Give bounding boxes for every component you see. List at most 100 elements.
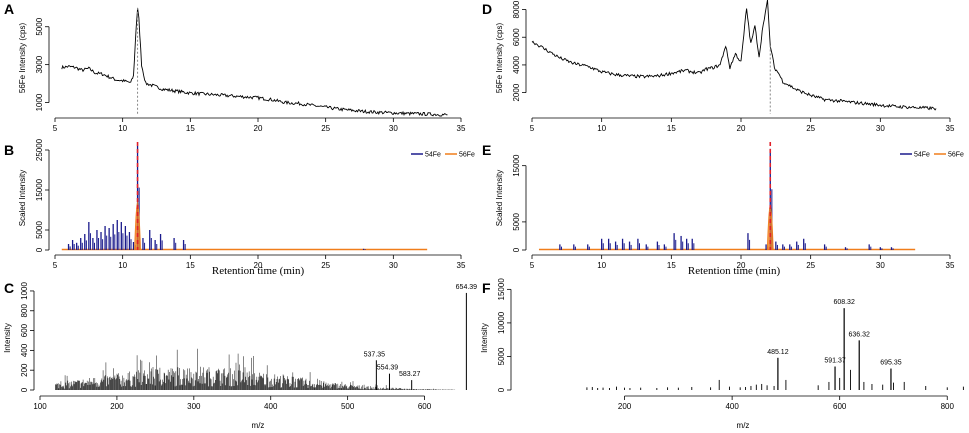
y-tick-label-d: 6000: [512, 28, 521, 46]
x-tick-label-e: 5: [530, 261, 535, 270]
x-tick-label-f: 800: [941, 402, 955, 411]
y-tick-label-f: 10000: [497, 311, 506, 334]
x-tick-label-d: 5: [530, 124, 535, 133]
y-tick-label-a: 3000: [35, 55, 44, 73]
y-tick-label-f: 15000: [497, 278, 506, 301]
peak-label-f: 485.12: [767, 349, 789, 356]
panel-label-e: E: [482, 142, 491, 158]
x-axis-title-c: m/z: [252, 421, 265, 430]
y-tick-label-e: 5000: [512, 212, 521, 230]
y-tick-label-c: 200: [20, 363, 29, 377]
x-tick-label-a: 35: [457, 124, 466, 133]
x-tick-label-c: 100: [33, 402, 47, 411]
x-tick-label-e: 30: [876, 261, 885, 270]
panel-label-a: A: [4, 1, 14, 17]
y-tick-label-d: 8000: [512, 0, 521, 18]
x-tick-label-a: 25: [321, 124, 330, 133]
x-tick-label-d: 15: [667, 124, 676, 133]
y-tick-label-a: 1000: [35, 93, 44, 111]
panel-label-d: D: [482, 1, 492, 17]
legend-label-56fe-e: 56Fe: [948, 152, 964, 159]
y-tick-label-d: 2000: [512, 83, 521, 101]
x-tick-label-d: 30: [876, 124, 885, 133]
x-tick-label-c: 200: [110, 402, 124, 411]
y-tick-label-c: 1000: [20, 282, 29, 300]
peak-label-f: 695.35: [880, 360, 902, 367]
peak-label-c: 537.35: [364, 351, 386, 358]
x-axis-title-f: m/z: [737, 421, 750, 430]
x-tick-label-e: 10: [597, 261, 606, 270]
spectrum-noise-c: [55, 348, 456, 390]
y-axis-title-d: 56Fe Intensity (cps): [495, 23, 504, 94]
x-axis-title-e: Retention time (min): [688, 265, 781, 277]
panel-a: 5 10 15 20 25 30 35 1000 3000 5000 56Fe Intensity …: [18, 7, 466, 133]
y-tick-label-f: 0: [497, 387, 506, 392]
y-tick-label-e: 0: [512, 247, 521, 252]
y-axis-title-f: Intensity: [480, 323, 489, 353]
x-tick-label-b: 5: [53, 261, 58, 270]
panel-f: 200 400 600 800 0 5000 10000 15000 Intensity 485.…: [480, 278, 964, 411]
y-tick-label-c: 0: [20, 387, 29, 392]
x-tick-label-d: 25: [806, 124, 815, 133]
peak-label-f: 608.32: [833, 299, 855, 306]
y-tick-label-d: 4000: [512, 55, 521, 73]
y-tick-label-b: 0: [35, 247, 44, 252]
legend-label-56fe-b: 56Fe: [459, 152, 475, 159]
x-tick-label-c: 400: [264, 402, 278, 411]
panel-label-b: B: [4, 142, 14, 158]
y-axis-title-c: Intensity: [3, 323, 12, 353]
intensity-trace-a: [61, 8, 448, 117]
x-tick-label-f: 400: [725, 402, 739, 411]
x-tick-label-f: 200: [618, 402, 632, 411]
panel-label-c: C: [4, 280, 14, 296]
y-axis-title-b: Scaled Intensity: [18, 170, 27, 226]
panel-c: 100 200 300 400 500 600 0 200 400 600 800 1000 Inten…: [3, 282, 477, 411]
y-tick-label-b: 25000: [35, 138, 44, 161]
x-tick-label-c: 500: [341, 402, 355, 411]
y-tick-label-c: 800: [20, 304, 29, 318]
x-tick-label-b: 35: [457, 261, 466, 270]
y-tick-label-c: 600: [20, 323, 29, 337]
y-tick-label-a: 5000: [35, 17, 44, 35]
peak-label-c: 583.27: [399, 371, 421, 378]
y-axis-title-a: 56Fe Intensity (cps): [18, 23, 27, 94]
x-tick-label-a: 15: [186, 124, 195, 133]
x-tick-label-b: 30: [389, 261, 398, 270]
legend-label-54fe-e: 54Fe: [914, 152, 930, 159]
y-axis-title-e: Scaled Intensity: [495, 170, 504, 226]
intensity-trace-d: [531, 0, 937, 111]
x-tick-label-f: 600: [833, 402, 847, 411]
panel-b: 5 10 15 20 25 30 35 0 5000 15000 25000 Scaled Inten…: [18, 138, 475, 270]
x-tick-label-e: 15: [667, 261, 676, 270]
peak-label-c: 654.39: [456, 284, 478, 291]
y-tick-label-f: 5000: [497, 347, 506, 365]
x-tick-label-c: 300: [187, 402, 201, 411]
x-axis-title-b: Retention time (min): [212, 265, 305, 277]
peak-label-f: 636.32: [849, 331, 871, 338]
y-tick-label-b: 5000: [35, 221, 44, 239]
x-tick-label-b: 10: [118, 261, 127, 270]
x-tick-label-b: 15: [186, 261, 195, 270]
y-tick-label-b: 15000: [35, 178, 44, 201]
panel-d: 5 10 15 20 25 30 35 2000 4000 6000 8000 56Fe Intens…: [495, 0, 955, 133]
x-tick-label-d: 10: [597, 124, 606, 133]
x-tick-label-a: 20: [254, 124, 263, 133]
x-tick-label-b: 25: [321, 261, 330, 270]
x-tick-label-a: 5: [53, 124, 58, 133]
x-tick-label-a: 30: [389, 124, 398, 133]
x-tick-label-a: 10: [118, 124, 127, 133]
x-tick-label-d: 35: [946, 124, 955, 133]
peak-label-f: 591.37: [824, 358, 846, 365]
panel-e: 5 10 15 20 25 30 35 0 5000 15000 Scaled Intensity 5…: [495, 142, 964, 270]
x-tick-label-e: 35: [946, 261, 955, 270]
legend-label-54fe-b: 54Fe: [425, 152, 441, 159]
y-tick-label-e: 15000: [512, 154, 521, 177]
panel-label-f: F: [482, 280, 491, 296]
x-tick-label-d: 20: [737, 124, 746, 133]
peak-label-c: 554.39: [377, 365, 399, 372]
x-tick-label-e: 20: [737, 261, 746, 270]
x-tick-label-b: 20: [254, 261, 263, 270]
y-tick-label-c: 400: [20, 343, 29, 357]
x-tick-label-c: 600: [418, 402, 432, 411]
